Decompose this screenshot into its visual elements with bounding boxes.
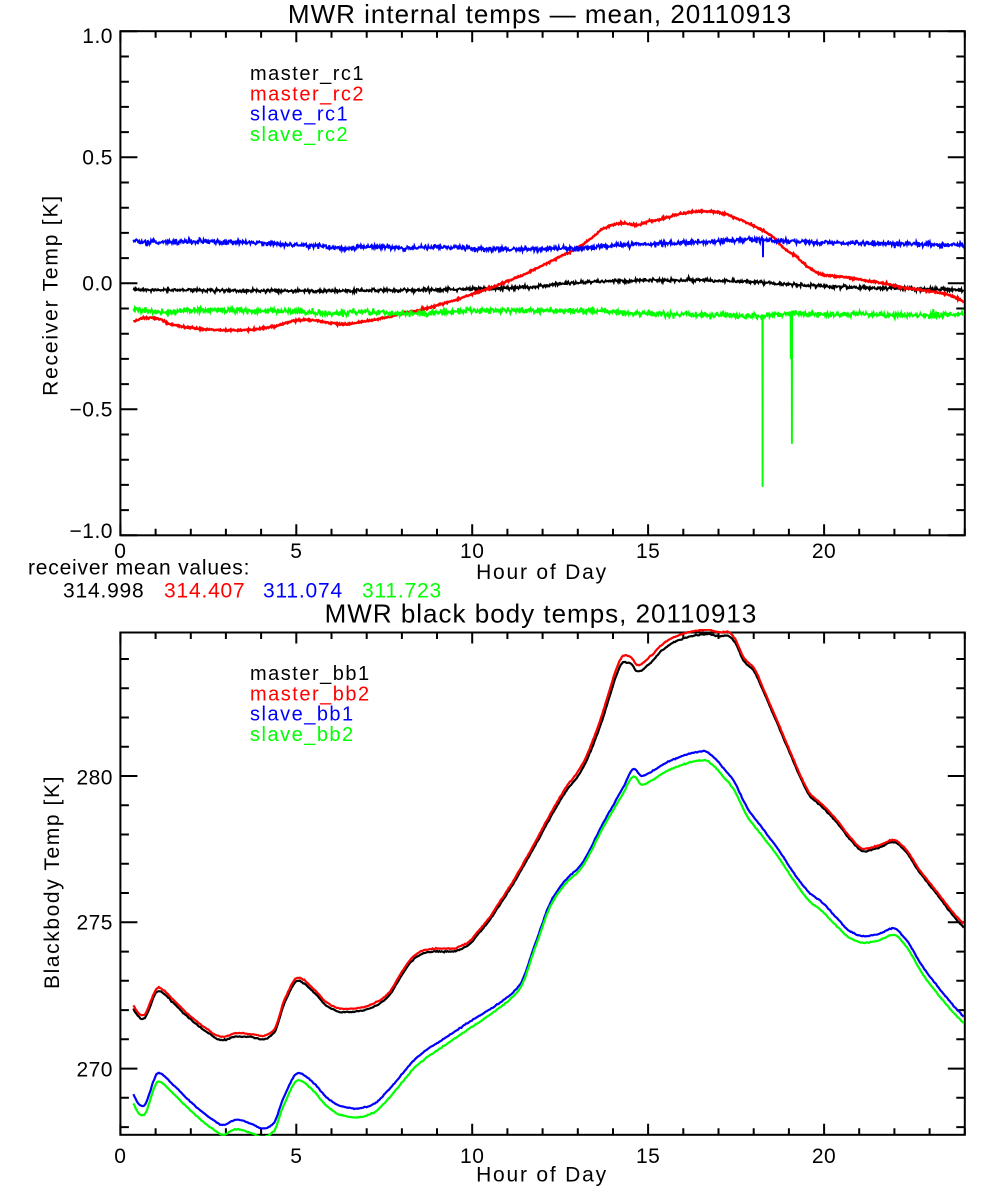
svg-text:0: 0 <box>114 1145 126 1168</box>
svg-text:slave_bb1: slave_bb1 <box>250 704 355 726</box>
svg-text:MWR black body temps, 20110913: MWR black body temps, 20110913 <box>325 599 758 629</box>
svg-text:0.0: 0.0 <box>82 273 113 296</box>
svg-text:15: 15 <box>636 1145 660 1168</box>
svg-text:master_rc1: master_rc1 <box>250 63 365 85</box>
svg-text:−1.0: −1.0 <box>70 520 113 543</box>
svg-text:1.0: 1.0 <box>82 25 113 48</box>
svg-text:0: 0 <box>114 540 126 563</box>
svg-text:slave_rc2: slave_rc2 <box>250 124 349 146</box>
svg-text:Hour of Day: Hour of Day <box>476 561 608 584</box>
svg-text:Blackbody Temp [K]: Blackbody Temp [K] <box>41 775 64 989</box>
svg-text:Receiver Temp [K]: Receiver Temp [K] <box>40 194 63 396</box>
svg-text:311.723: 311.723 <box>362 580 442 603</box>
svg-text:314.998: 314.998 <box>63 580 145 603</box>
svg-text:0.5: 0.5 <box>82 147 113 170</box>
svg-text:280: 280 <box>76 766 113 789</box>
svg-text:master_bb1: master_bb1 <box>250 663 371 685</box>
svg-text:15: 15 <box>636 540 660 563</box>
svg-text:receiver mean values:: receiver mean values: <box>28 557 250 580</box>
svg-text:slave_rc1: slave_rc1 <box>250 104 349 126</box>
svg-text:master_rc2: master_rc2 <box>250 83 365 105</box>
svg-text:5: 5 <box>290 540 302 563</box>
svg-text:−0.5: −0.5 <box>70 399 113 422</box>
svg-text:10: 10 <box>460 540 484 563</box>
svg-text:slave_bb2: slave_bb2 <box>250 724 355 746</box>
svg-text:314.407: 314.407 <box>164 580 246 603</box>
svg-text:10: 10 <box>460 1145 484 1168</box>
svg-text:20: 20 <box>812 1145 836 1168</box>
svg-text:master_bb2: master_bb2 <box>250 683 371 705</box>
svg-text:20: 20 <box>812 540 836 563</box>
svg-text:Hour of Day: Hour of Day <box>476 1164 608 1187</box>
svg-text:270: 270 <box>76 1058 113 1081</box>
svg-text:311.074: 311.074 <box>263 580 343 603</box>
svg-text:MWR internal temps — mean, 201: MWR internal temps — mean, 20110913 <box>288 0 792 29</box>
svg-text:5: 5 <box>290 1145 302 1168</box>
svg-text:275: 275 <box>76 912 113 935</box>
